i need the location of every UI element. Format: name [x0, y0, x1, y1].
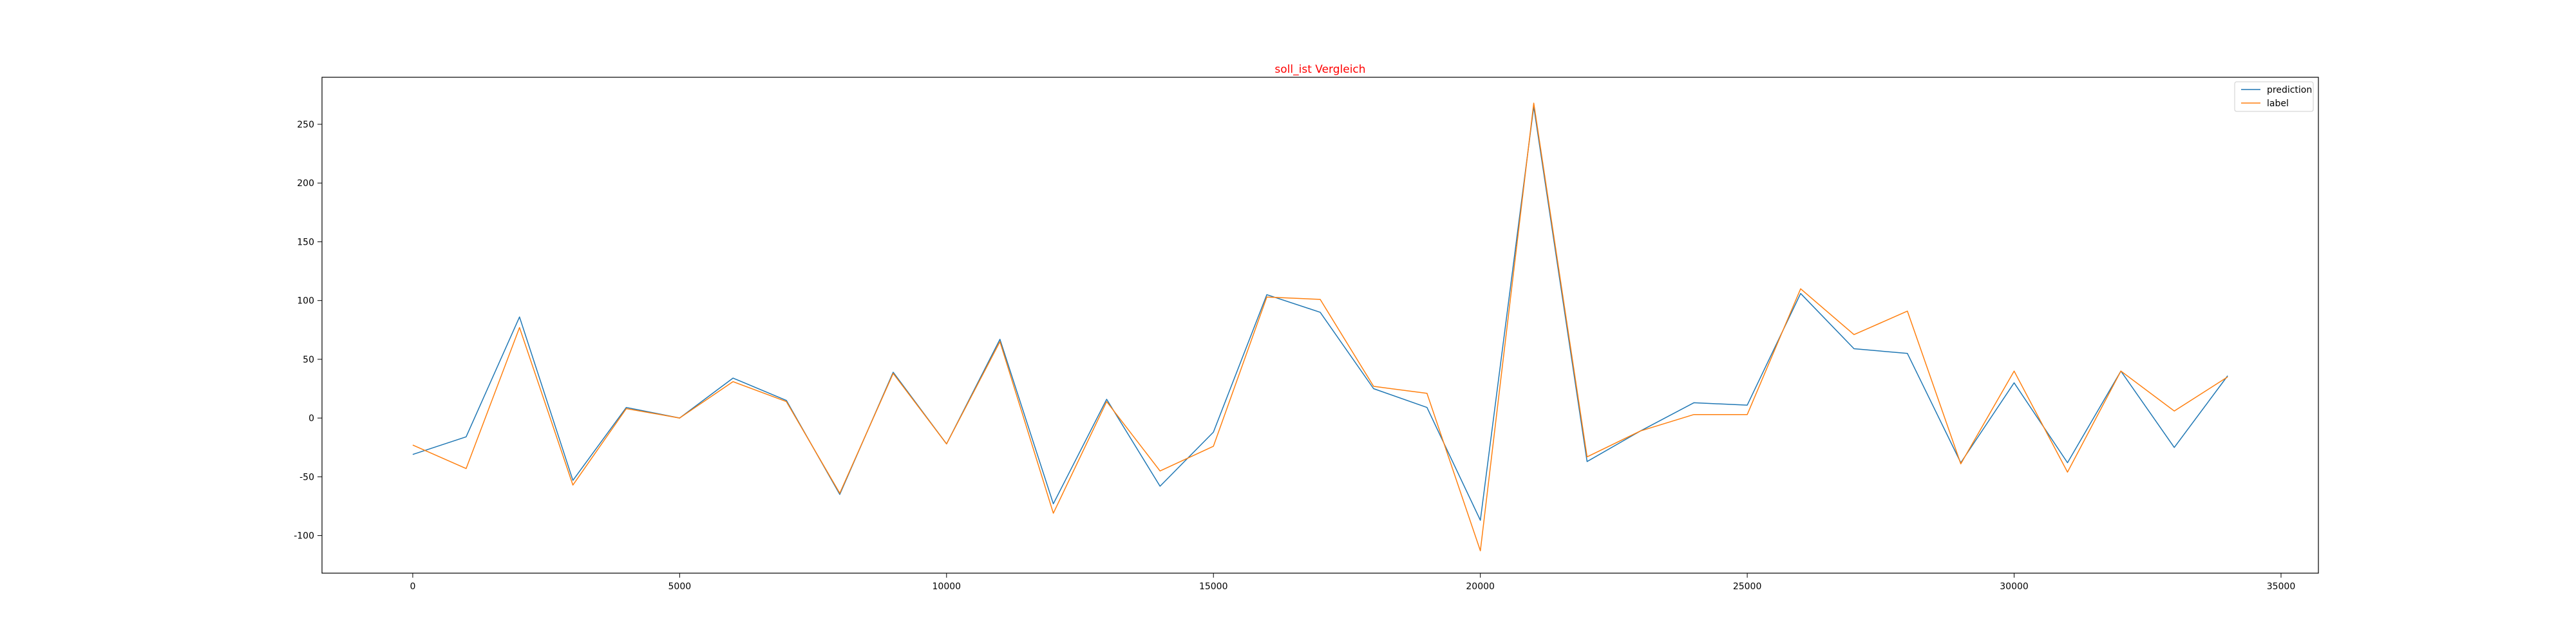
- x-tick-label: 5000: [668, 582, 692, 592]
- x-tick-label: 15000: [1199, 582, 1228, 592]
- x-tick-label: 25000: [1733, 582, 1762, 592]
- y-axis: -100 -50 0 50 100 150 200 250: [294, 120, 322, 542]
- y-tick-label: 250: [297, 120, 314, 130]
- series-layer: [412, 102, 2228, 552]
- y-tick-label: 50: [303, 355, 314, 365]
- x-tick-label: 10000: [933, 582, 961, 592]
- chart-title: soll_ist Vergleich: [1274, 63, 1365, 76]
- series-line-label: [412, 102, 2228, 552]
- legend-label-label: label: [2267, 99, 2289, 109]
- y-tick-label: 200: [297, 178, 314, 189]
- y-tick-label: 0: [308, 413, 314, 424]
- series-line-prediction: [412, 106, 2228, 521]
- legend-label-prediction: prediction: [2267, 85, 2312, 95]
- y-tick-label: 100: [297, 296, 314, 307]
- x-axis: 0 5000 10000 15000 20000 25000 30000 35000: [410, 573, 2295, 592]
- plot-area-frame: [321, 77, 2319, 574]
- x-tick-label: 0: [410, 582, 415, 592]
- y-tick-label: -100: [294, 531, 314, 542]
- legend: prediction label: [2234, 81, 2314, 112]
- x-tick-label: 30000: [2000, 582, 2029, 592]
- y-tick-label: -50: [299, 472, 314, 482]
- x-tick-label: 20000: [1466, 582, 1495, 592]
- x-tick-label: 35000: [2267, 582, 2296, 592]
- y-tick-label: 150: [297, 237, 314, 247]
